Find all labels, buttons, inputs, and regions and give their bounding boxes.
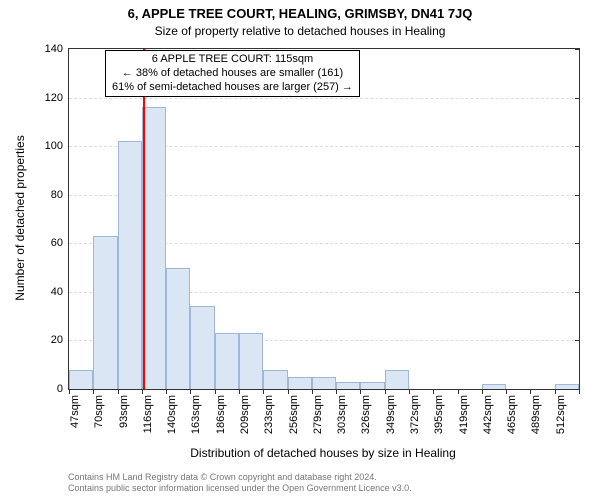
histogram-bar [166,268,190,389]
xtick-label: 256sqm [288,389,300,434]
histogram-bar [312,377,336,389]
histogram-bar [288,377,312,389]
histogram-bar [93,236,117,389]
ytick-mark [575,49,580,50]
histogram-bar [215,333,239,389]
xtick-label: 372sqm [409,389,421,434]
chart-container: 6, APPLE TREE COURT, HEALING, GRIMSBY, D… [0,0,600,500]
histogram-bar [118,141,142,389]
xtick-label: 512sqm [555,389,567,434]
ytick-mark [575,146,580,147]
ytick-mark [575,98,580,99]
histogram-bar [239,333,263,389]
xtick-label: 303sqm [336,389,348,434]
xtick-label: 140sqm [166,389,178,434]
xtick-label: 465sqm [506,389,518,434]
chart-title: 6, APPLE TREE COURT, HEALING, GRIMSBY, D… [0,0,600,22]
ytick-label: 120 [45,92,69,104]
xtick-label: 419sqm [458,389,470,434]
histogram-bar [385,370,409,389]
xtick-label: 163sqm [190,389,202,434]
xtick-label: 489sqm [530,389,542,434]
ytick-mark [575,243,580,244]
ytick-label: 100 [45,140,69,152]
attribution-line-2: Contains public sector information licen… [68,483,412,494]
ytick-label: 0 [57,383,69,395]
xtick-label: 209sqm [239,389,251,434]
x-axis-label: Distribution of detached houses by size … [190,446,456,460]
xtick-label: 233sqm [263,389,275,434]
ytick-label: 60 [51,237,69,249]
ytick-label: 20 [51,334,69,346]
histogram-bar [360,382,384,389]
xtick-label: 47sqm [69,389,81,428]
histogram-bar [336,382,360,389]
annotation-line-3: 61% of semi-detached houses are larger (… [112,81,353,95]
ytick-mark [575,340,580,341]
xtick-label: 326sqm [360,389,372,434]
xtick-label: 279sqm [312,389,324,434]
annotation-line-1: 6 APPLE TREE COURT: 115sqm [112,53,353,67]
xtick-label: 116sqm [142,389,154,433]
attribution-text: Contains HM Land Registry data © Crown c… [68,472,412,495]
xtick-label: 349sqm [385,389,397,434]
histogram-bar [69,370,93,389]
annotation-line-2: ← 38% of detached houses are smaller (16… [112,67,353,81]
ytick-mark [575,292,580,293]
ytick-label: 140 [45,43,69,55]
annotation-box: 6 APPLE TREE COURT: 115sqm ← 38% of deta… [105,50,360,97]
attribution-line-1: Contains HM Land Registry data © Crown c… [68,472,412,483]
xtick-mark [579,389,580,394]
histogram-bar [142,107,166,389]
gridline [69,98,579,99]
y-axis-label: Number of detached properties [13,135,27,300]
ytick-mark [575,195,580,196]
xtick-label: 70sqm [93,389,105,428]
xtick-label: 395sqm [433,389,445,434]
xtick-label: 442sqm [482,389,494,434]
reference-line [143,49,145,389]
ytick-label: 80 [51,189,69,201]
xtick-label: 93sqm [118,389,130,428]
histogram-bar [190,306,214,389]
xtick-label: 186sqm [215,389,227,434]
histogram-bar [263,370,287,389]
chart-subtitle: Size of property relative to detached ho… [0,22,600,38]
ytick-label: 40 [51,286,69,298]
plot-area: 02040608010012014047sqm70sqm93sqm116sqm1… [68,48,580,390]
